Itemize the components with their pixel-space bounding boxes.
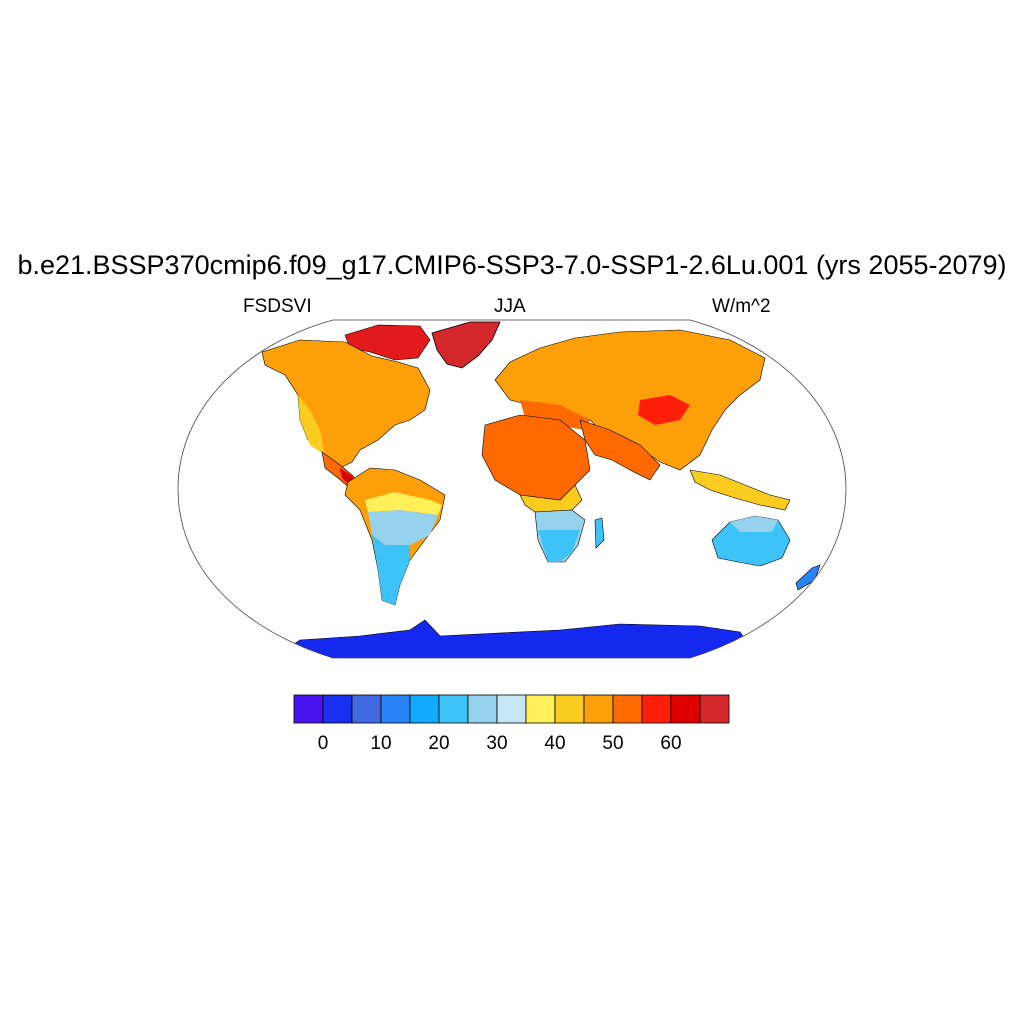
colorbar-box xyxy=(583,694,614,724)
new-zealand xyxy=(795,564,821,591)
south-america-band-lightblue xyxy=(368,510,438,545)
colorbar-box xyxy=(612,694,643,724)
north-america xyxy=(261,339,431,469)
units-label: W/m^2 xyxy=(712,296,771,317)
colorbar-box xyxy=(409,694,440,724)
colorbar-box xyxy=(699,694,730,724)
colorbar-tick-label: 50 xyxy=(602,733,623,754)
maritime-continent xyxy=(689,469,791,511)
colorbar-tick-label: 0 xyxy=(318,733,329,754)
map-boundary xyxy=(177,319,847,659)
madagascar xyxy=(594,517,605,549)
colorbar-boxes xyxy=(293,694,730,724)
colorbar-box xyxy=(670,694,701,724)
colorbar-tick-label: 60 xyxy=(660,733,681,754)
greenland xyxy=(431,321,501,369)
colorbar-box xyxy=(293,694,324,724)
south-america-band-blue xyxy=(372,535,410,605)
colorbar-box xyxy=(496,694,527,724)
colorbar-tick-label: 20 xyxy=(428,733,449,754)
colorbar-box xyxy=(554,694,585,724)
map-title: b.e21.BSSP370cmip6.f09_g17.CMIP6-SSP3-7.… xyxy=(17,250,1007,280)
colorbar-tick-label: 30 xyxy=(486,733,507,754)
colorbar-tick-label: 40 xyxy=(544,733,565,754)
colorbar-box xyxy=(641,694,672,724)
south-america-band-yellow xyxy=(365,492,442,515)
colorbar-box xyxy=(380,694,411,724)
mediterranean-band xyxy=(520,400,590,430)
colorbar-box xyxy=(525,694,556,724)
southern-africa-blue xyxy=(538,530,580,562)
colorbar-box xyxy=(351,694,382,724)
arabia-india xyxy=(579,419,661,481)
australia-north xyxy=(730,516,778,532)
colorbar-labels: 0 10 20 30 40 50 60 xyxy=(318,733,682,754)
colorbar-tick-label: 10 xyxy=(370,733,391,754)
season-label: JJA xyxy=(494,296,526,317)
africa-equator xyxy=(519,484,583,513)
antarctica xyxy=(269,619,761,658)
colorbar-box xyxy=(322,694,353,724)
colorbar-box xyxy=(438,694,469,724)
tibet-hotspot xyxy=(638,395,690,425)
north-america-west xyxy=(298,395,325,455)
colorbar-box xyxy=(467,694,498,724)
variable-label: FSDSVI xyxy=(243,296,312,317)
